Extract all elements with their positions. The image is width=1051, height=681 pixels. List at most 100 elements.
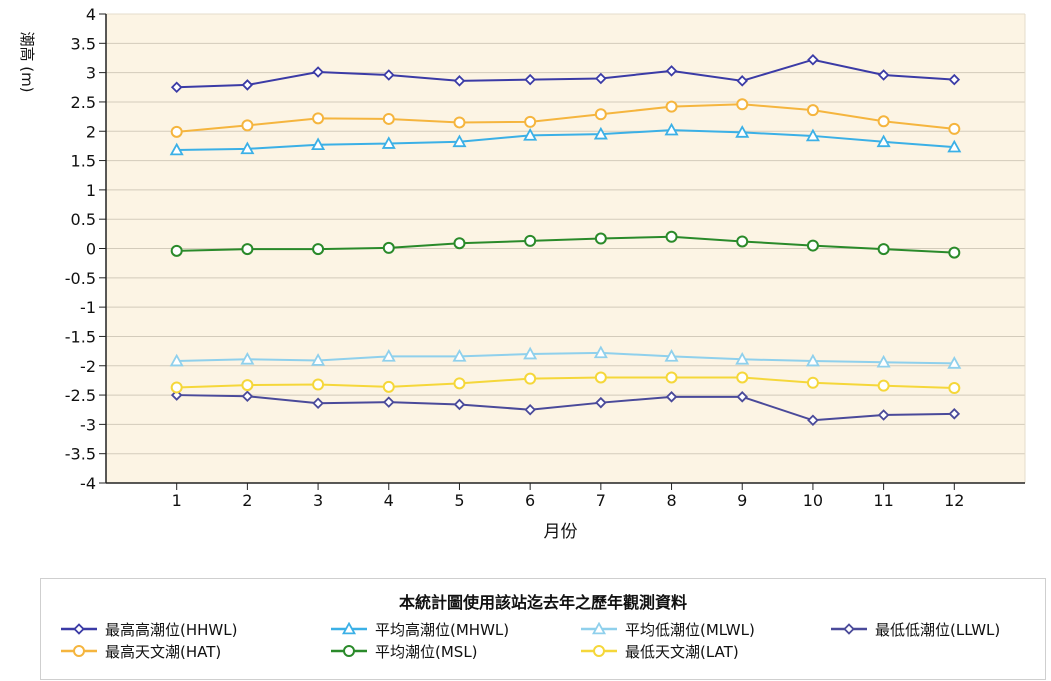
y-tick-label: -2.5 — [65, 386, 96, 405]
data-point — [947, 139, 962, 153]
legend-label: 平均低潮位(MLWL) — [625, 620, 755, 639]
data-point — [170, 244, 183, 257]
data-point — [843, 623, 855, 635]
data-point — [311, 353, 326, 366]
legend-swatch — [331, 645, 367, 657]
data-point — [593, 645, 605, 657]
series-line — [176, 103, 955, 133]
data-point — [169, 142, 184, 156]
data-point — [453, 377, 466, 390]
data-point — [805, 128, 820, 142]
x-axis-label: 月份 — [544, 522, 578, 542]
data-point — [665, 65, 678, 77]
data-point — [806, 104, 819, 117]
data-point — [524, 115, 537, 128]
series-line — [176, 235, 955, 254]
series-line — [176, 129, 955, 152]
data-point — [312, 112, 325, 125]
x-tick-label: 3 — [313, 491, 323, 510]
data-point — [877, 243, 890, 256]
data-point — [382, 380, 395, 393]
y-tick-label: 2.5 — [71, 93, 96, 112]
legend-label: 最高天文潮(HAT) — [105, 642, 222, 661]
y-tick-label: 3 — [86, 64, 96, 83]
data-point — [523, 128, 538, 141]
x-tick-label: 10 — [803, 491, 823, 510]
legend-title: 本統計圖使用該站迄去年之歷年觀測資料 — [398, 593, 687, 612]
data-point — [381, 349, 396, 362]
data-point — [665, 100, 678, 113]
data-point — [594, 232, 607, 245]
series-layer — [169, 53, 962, 427]
data-point — [948, 73, 961, 86]
data-point — [948, 122, 961, 135]
data-point — [382, 241, 395, 254]
data-point — [312, 378, 325, 391]
data-point — [877, 409, 890, 421]
legend-item: 平均低潮位(MLWL) — [579, 619, 755, 639]
series-0 — [170, 53, 961, 94]
data-point — [664, 349, 679, 362]
y-tick-label: -2 — [80, 357, 96, 376]
data-point — [736, 235, 749, 248]
data-point — [594, 108, 607, 121]
data-point — [807, 414, 819, 427]
x-tick-label: 6 — [525, 491, 535, 510]
data-point — [665, 230, 678, 243]
data-point — [736, 75, 749, 87]
data-point — [73, 645, 85, 657]
legend-label: 最高高潮位(HHWL) — [105, 620, 238, 639]
data-point — [312, 397, 324, 410]
series-line — [176, 376, 955, 390]
data-point — [453, 75, 466, 87]
data-point — [452, 349, 467, 362]
data-point — [877, 379, 890, 392]
y-tick-label: 3.5 — [71, 34, 96, 53]
series-4 — [170, 98, 961, 138]
legend: 本統計圖使用該站迄去年之歷年觀測資料 最高高潮位(HHWL) 平均高潮位(MHWL… — [40, 578, 1046, 680]
data-point — [382, 112, 395, 125]
x-tick-label: 8 — [666, 491, 676, 510]
data-point — [735, 125, 750, 138]
series-line — [176, 58, 955, 89]
x-tick-label: 5 — [454, 491, 464, 510]
legend-item: 最低天文潮(LAT) — [579, 641, 739, 661]
y-tick-label: -3.5 — [65, 445, 96, 464]
data-point — [736, 371, 749, 384]
x-tick-label: 1 — [172, 491, 182, 510]
y-tick-label: 2 — [86, 122, 96, 141]
data-point — [805, 353, 820, 367]
data-point — [806, 239, 819, 252]
x-tick-label: 4 — [384, 491, 394, 510]
legend-label: 最低天文潮(LAT) — [625, 642, 739, 661]
data-point — [453, 116, 466, 129]
data-point — [312, 66, 324, 78]
y-tick-label: 1.5 — [71, 152, 96, 171]
line-chart: 4 3.5 3 2.5 2 1.5 1 0.5 0 -0.5 -1 -1.5 -2 -2.5 -3 -3.5 -… — [18, 5, 1026, 542]
legend-item: 最高高潮位(HHWL) — [59, 619, 237, 639]
data-point — [665, 371, 678, 384]
legend-swatch — [61, 645, 97, 657]
legend-label: 平均高潮位(MHWL) — [375, 620, 510, 639]
data-point — [876, 134, 891, 148]
series-2 — [169, 345, 962, 369]
y-tick-label: -1.5 — [65, 327, 96, 346]
data-point — [948, 246, 961, 259]
data-point — [170, 125, 183, 138]
data-point — [169, 353, 184, 367]
data-point — [170, 81, 183, 94]
data-point — [241, 79, 254, 91]
data-point — [312, 243, 325, 256]
y-tick-label: -3 — [80, 415, 96, 434]
data-point — [240, 141, 255, 155]
data-point — [241, 119, 254, 132]
y-axis-label: 潮高 (m) — [18, 31, 36, 92]
data-point — [594, 371, 607, 384]
data-point — [382, 396, 395, 408]
series-line — [176, 351, 955, 365]
data-point — [735, 351, 750, 365]
legend-item: 最低低潮位(LLWL) — [829, 619, 1000, 639]
data-point — [593, 126, 608, 140]
data-point — [452, 134, 467, 148]
data-point — [343, 645, 355, 657]
